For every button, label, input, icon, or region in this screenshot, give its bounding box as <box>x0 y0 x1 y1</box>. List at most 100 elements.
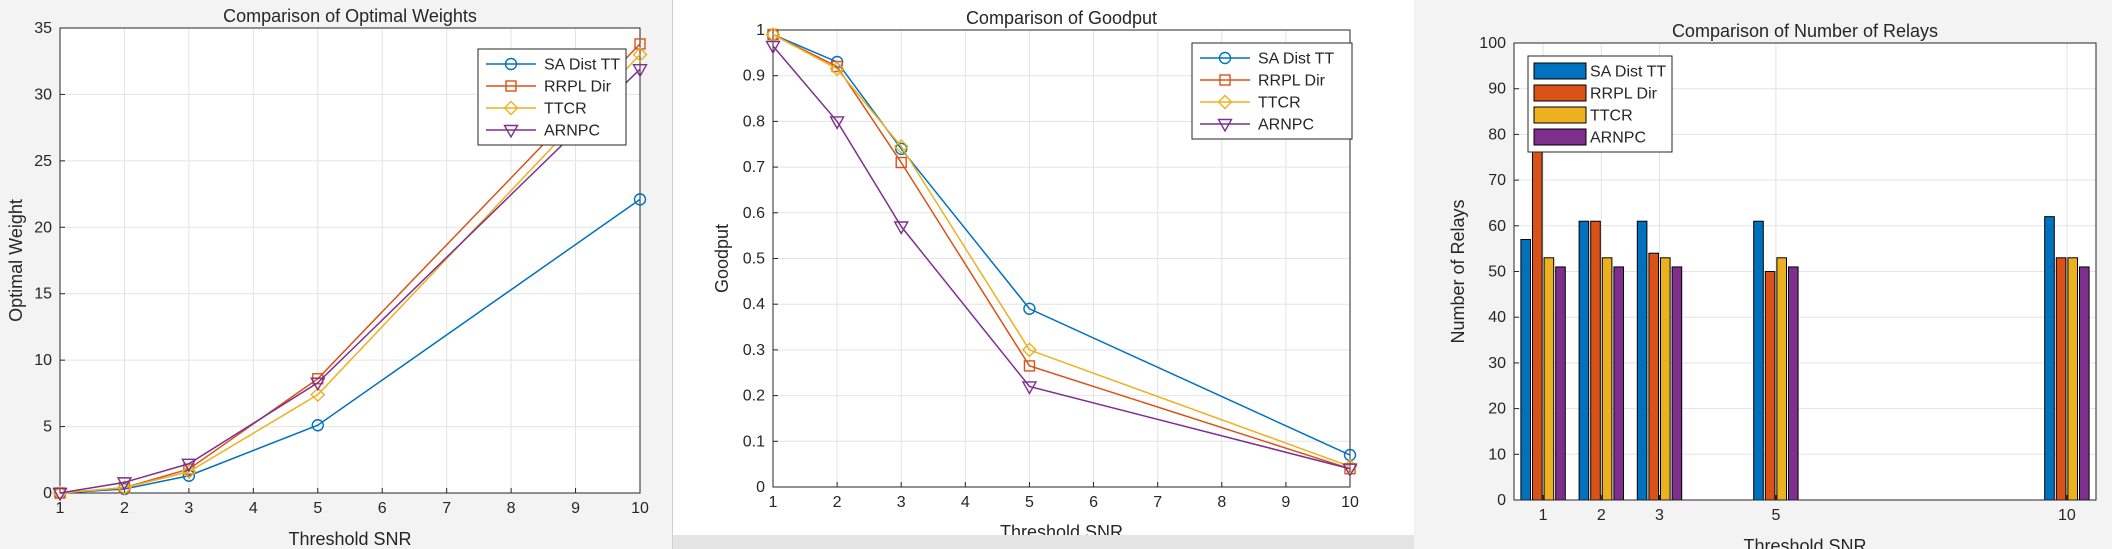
legend-label: TTCR <box>1590 108 1633 125</box>
relays-panel: 1 2 3 5 10 0 10 20 30 40 50 60 70 80 90 100 Comparison o… <box>1414 0 2112 549</box>
y-tick-label: 80 <box>1488 126 1506 143</box>
x-tick-label: 10 <box>2058 507 2076 524</box>
legend-label: SA Dist TT <box>1590 64 1666 81</box>
legend-label: SA Dist TT <box>1258 51 1334 68</box>
chart-title: Comparison of Optimal Weights <box>223 6 477 26</box>
data-point <box>829 116 845 130</box>
data-point <box>1023 302 1036 315</box>
legend-marker <box>505 80 517 92</box>
data-point <box>181 464 197 480</box>
series-line <box>772 33 1351 468</box>
bar <box>1555 266 1566 501</box>
data-point <box>52 487 68 502</box>
y-tick-label: 0 <box>1497 492 1506 509</box>
bar <box>2055 257 2067 501</box>
y-tick-label: 35 <box>34 20 52 37</box>
bar <box>1648 252 1659 501</box>
y-tick-label: 10 <box>1488 446 1506 463</box>
x-tick-label: 5 <box>1025 494 1034 511</box>
y-axis-label: Goodput <box>712 224 732 293</box>
data-point <box>1021 381 1038 395</box>
x-tick-label: 4 <box>961 494 970 511</box>
bar <box>1601 257 1613 501</box>
y-tick-label: 50 <box>1488 264 1506 281</box>
bar <box>1788 266 1799 501</box>
legend-marker <box>503 124 519 139</box>
y-axis-label: Number of Relays <box>1448 199 1468 343</box>
series-line <box>59 68 641 494</box>
y-tick-label: 20 <box>34 219 52 236</box>
y-tick-label: 0.7 <box>743 159 765 176</box>
bar <box>1764 271 1776 501</box>
legend-label: ARNPC <box>544 123 600 140</box>
x-tick-label: 2 <box>1597 507 1606 524</box>
goodput-panel: 1 2 3 4 5 6 7 8 9 10 0 0.1 0.2 0.3 0.4 0.5 0.6 0.7 0.8 0.9 1… <box>672 0 1416 549</box>
y-tick-label: 5 <box>43 419 52 436</box>
legend-marker <box>504 57 518 71</box>
data-point <box>310 377 326 392</box>
data-point <box>895 142 908 156</box>
y-tick-label: 0.9 <box>743 68 765 85</box>
y-tick-label: 25 <box>34 153 52 170</box>
legend-label: SA Dist TT <box>544 57 620 74</box>
data-point <box>767 28 779 41</box>
x-tick-label: 6 <box>1089 494 1098 511</box>
x-tick-label: 7 <box>442 500 451 517</box>
y-tick-label: 30 <box>34 86 52 103</box>
data-point <box>633 193 647 206</box>
bar <box>1543 257 1555 501</box>
x-tick-label: 3 <box>897 494 906 511</box>
y-tick-label: 70 <box>1488 172 1506 189</box>
legend-marker <box>1219 74 1231 86</box>
x-tick-label: 3 <box>184 500 193 517</box>
data-point <box>1021 342 1037 358</box>
data-point <box>311 419 324 432</box>
y-tick-label: 10 <box>34 352 52 369</box>
legend-swatch <box>1533 84 1587 102</box>
data-point <box>893 139 909 155</box>
data-point <box>1342 463 1358 478</box>
legend-marker <box>1217 118 1233 133</box>
bar <box>1532 133 1543 501</box>
y-tick-label: 0 <box>43 485 52 502</box>
bar <box>1776 257 1787 501</box>
legend-label: ARNPC <box>1258 117 1314 134</box>
y-tick-label: 0.3 <box>743 342 765 359</box>
bar <box>1613 266 1624 501</box>
x-axis-label: Threshold SNR <box>1743 536 1866 549</box>
bar <box>1590 220 1601 501</box>
legend-label: TTCR <box>1258 95 1301 112</box>
legend-box <box>1191 42 1353 140</box>
x-tick-label: 3 <box>1655 507 1664 524</box>
x-tick-label: 2 <box>120 500 129 517</box>
y-tick-label: 90 <box>1488 81 1506 98</box>
legend-label: TTCR <box>544 101 587 118</box>
data-point <box>116 477 133 491</box>
axes-frame <box>59 27 641 494</box>
legend-label: ARNPC <box>1590 130 1646 147</box>
legend-label: RRPL Dir <box>544 79 612 96</box>
data-point <box>1023 360 1036 372</box>
x-tick-label: 7 <box>1153 494 1162 511</box>
y-tick-label: 0.4 <box>743 296 765 313</box>
y-tick-label: 0.6 <box>743 205 765 222</box>
data-point <box>765 40 781 55</box>
legend-box <box>477 48 627 146</box>
chart-title: Comparison of Number of Relays <box>1672 21 1938 41</box>
y-tick-label: 0.5 <box>743 251 765 268</box>
weights-panel: 1 2 3 4 5 6 7 8 9 10 0 5 10 15 20 25 30 35 Comparison of O… <box>0 0 672 549</box>
y-tick-label: 1 <box>756 22 765 39</box>
legend-label: RRPL Dir <box>1590 86 1658 103</box>
legend-marker <box>1217 94 1233 110</box>
data-point <box>632 63 648 78</box>
legend-marker <box>1218 51 1232 65</box>
y-tick-label: 15 <box>34 286 52 303</box>
x-tick-label: 10 <box>631 500 649 517</box>
bar <box>2067 257 2079 501</box>
data-point <box>632 47 648 63</box>
bar <box>1636 220 1648 501</box>
data-point <box>116 480 132 496</box>
x-tick-label: 5 <box>313 500 322 517</box>
y-tick-label: 0.8 <box>743 113 765 130</box>
